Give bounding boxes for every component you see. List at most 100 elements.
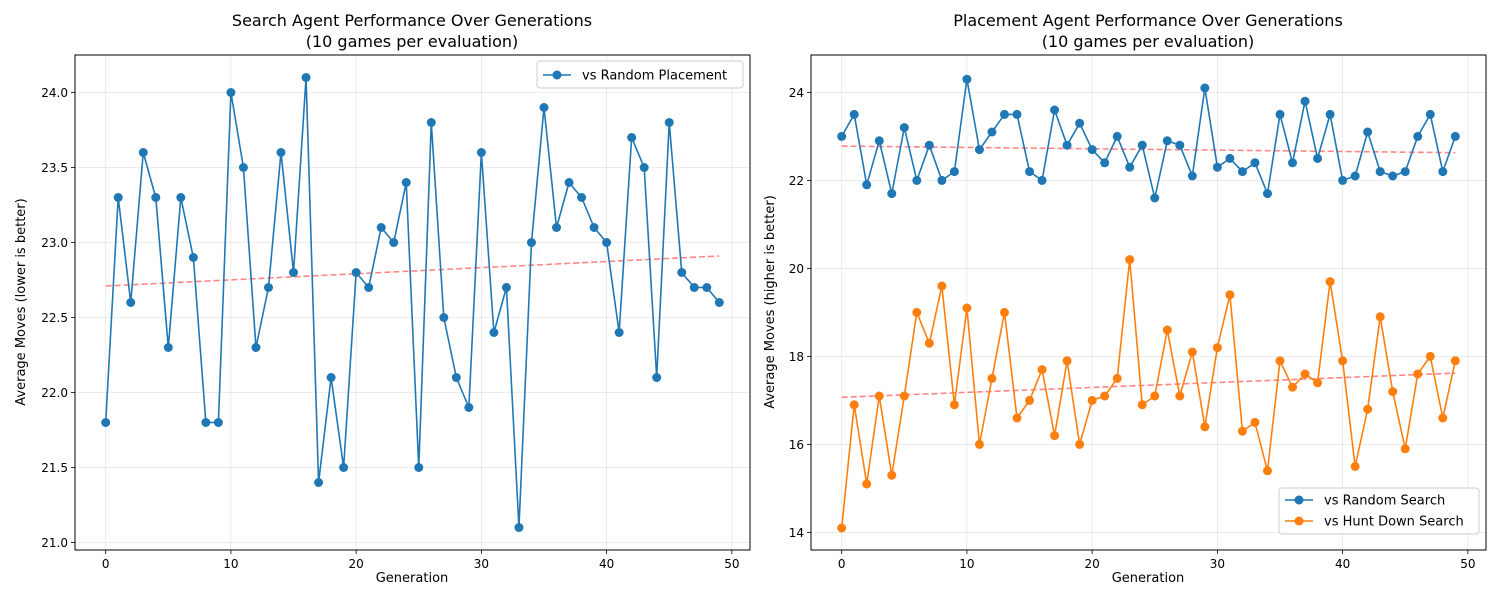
data-point [987,373,997,383]
data-point [999,307,1009,317]
data-point [974,145,984,155]
data-point [949,167,959,177]
data-point [1388,171,1398,181]
data-point [999,109,1009,119]
data-point [401,178,411,187]
data-point [1175,140,1185,150]
y-tick-label: 24.0 [41,86,68,100]
data-point [1450,131,1460,141]
x-tick-label: 20 [349,557,364,571]
data-point [1075,118,1085,128]
data-point [1150,193,1160,203]
data-point [1325,109,1335,119]
data-point [1262,466,1272,476]
data-point [1325,277,1335,287]
x-tick-label: 20 [1085,557,1100,571]
data-point [439,313,449,322]
data-point [1275,109,1285,119]
data-point [1012,413,1022,423]
data-point [1100,158,1110,168]
chart-title: Placement Agent Performance Over Generat… [953,11,1343,30]
data-point [1125,255,1135,265]
data-point [1375,167,1385,177]
data-point [874,136,884,146]
data-point [677,268,687,277]
data-point [1237,167,1247,177]
legend-marker [552,70,562,80]
y-tick-label: 14 [789,526,804,540]
legend-marker [1294,516,1304,526]
axes-frame [810,54,1487,551]
data-point [1425,351,1435,361]
data-point [949,400,959,410]
legend-box [1278,487,1480,535]
legend-box [536,60,744,89]
data-point [1200,422,1210,432]
data-point [226,88,236,97]
data-point [451,373,461,382]
legend-label: vs Random Search [1324,494,1445,509]
data-point [263,283,273,292]
data-point [163,343,173,352]
x-tick-label: 50 [1460,557,1475,571]
x-axis-label: Generation [376,571,449,586]
data-point [1388,387,1398,397]
plot-area: 0 10 20 30 40 50 14 16 18 20 22 24 [789,55,1486,571]
data-point [1050,431,1060,441]
x-axis-label: Generation [1112,571,1185,586]
data-point [376,223,386,232]
y-tick-label: 22.0 [41,386,68,400]
data-point [627,133,637,142]
data-point [213,418,223,427]
plot-area: 0 10 20 30 40 50 21.0 21.5 22.0 22.5 23.0 23.5 24.0 [41,55,750,571]
data-point [1300,369,1310,379]
data-point [899,123,909,133]
y-tick-label: 23.0 [41,236,68,250]
data-point [552,223,562,232]
data-point [1137,400,1147,410]
data-point [639,163,649,172]
data-point [1400,444,1410,454]
data-point [339,463,349,472]
y-tick-label: 18 [789,350,804,364]
data-point [1250,417,1260,427]
chart-subtitle: (10 games per evaluation) [306,32,519,51]
data-point [1225,153,1235,163]
data-point [887,470,897,480]
data-point [1087,145,1097,155]
y-axis-label: Average Moves (lower is better) [14,198,29,405]
data-point [602,238,612,247]
x-tick-label: 30 [474,557,489,571]
data-point [589,223,599,232]
data-point [912,307,922,317]
data-point [1313,153,1323,163]
data-point [689,283,699,292]
y-axis-label: Average Moves (higher is better) [763,195,778,409]
x-tick-label: 40 [1335,557,1350,571]
y-tick-label: 21.0 [41,536,68,550]
data-point [1137,140,1147,150]
data-point [188,253,198,262]
data-point [1450,356,1460,366]
data-point [1338,175,1348,185]
data-point [1037,175,1047,185]
data-point [1413,369,1423,379]
data-point [1062,140,1072,150]
data-point [1175,391,1185,401]
data-point [1125,162,1135,172]
data-point [862,180,872,190]
data-point [962,74,972,84]
data-point [702,283,712,292]
data-point [652,373,662,382]
data-point [1363,127,1373,137]
data-point [1300,96,1310,106]
data-point [962,303,972,313]
data-point [1050,105,1060,115]
data-point [837,131,847,141]
data-point [1150,391,1160,401]
data-point [874,391,884,401]
y-tick-label: 24 [789,86,804,100]
data-point [987,127,997,137]
data-point [526,238,536,247]
